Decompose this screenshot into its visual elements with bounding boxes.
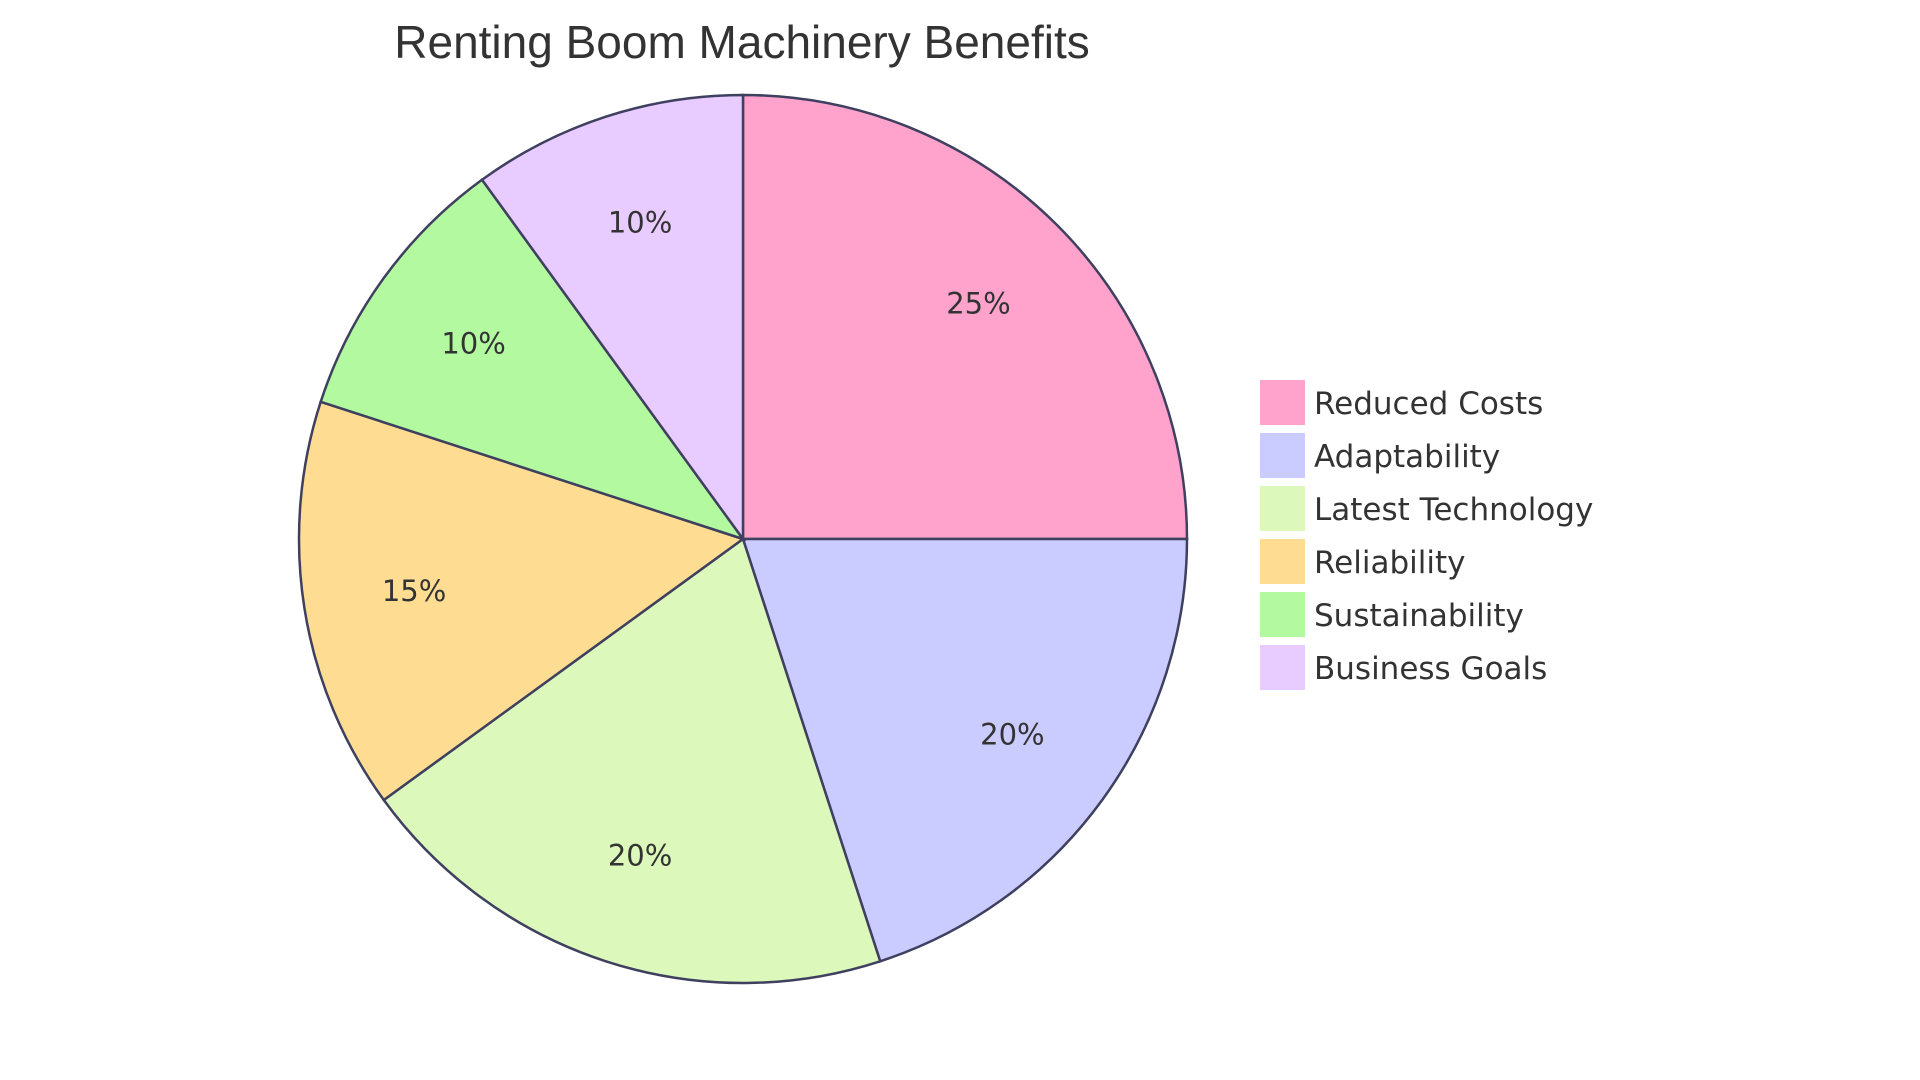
pie-slice-reliability — [297, 400, 746, 802]
legend-swatch — [1260, 486, 1305, 531]
pie-slice-latest-technology — [382, 536, 882, 985]
pie-slice-reduced-costs — [741, 93, 1189, 541]
legend-label: Reliability — [1314, 545, 1465, 581]
pie-slice-adaptability — [741, 537, 1189, 963]
legend-label: Reduced Costs — [1314, 386, 1543, 422]
legend-swatch — [1260, 433, 1305, 478]
slice-label: 25% — [946, 287, 1010, 321]
legend-swatch — [1260, 539, 1305, 584]
slice-label: 15% — [382, 574, 446, 608]
legend-swatch — [1260, 592, 1305, 637]
legend-swatch — [1260, 645, 1305, 690]
legend-label: Latest Technology — [1314, 492, 1593, 528]
legend-label: Business Goals — [1314, 651, 1547, 687]
pie-slice-business-goals — [480, 93, 745, 543]
slice-label: 10% — [608, 205, 672, 239]
legend-label: Adaptability — [1314, 439, 1500, 475]
legend-label: Sustainability — [1314, 598, 1524, 634]
chart-title: Renting Boom Machinery Benefits — [394, 16, 1089, 68]
slice-label: 20% — [980, 718, 1044, 752]
legend-swatch — [1260, 380, 1305, 425]
pie-slice-sustainability — [319, 178, 747, 542]
slice-label: 20% — [608, 839, 672, 873]
slice-label: 10% — [441, 326, 505, 360]
